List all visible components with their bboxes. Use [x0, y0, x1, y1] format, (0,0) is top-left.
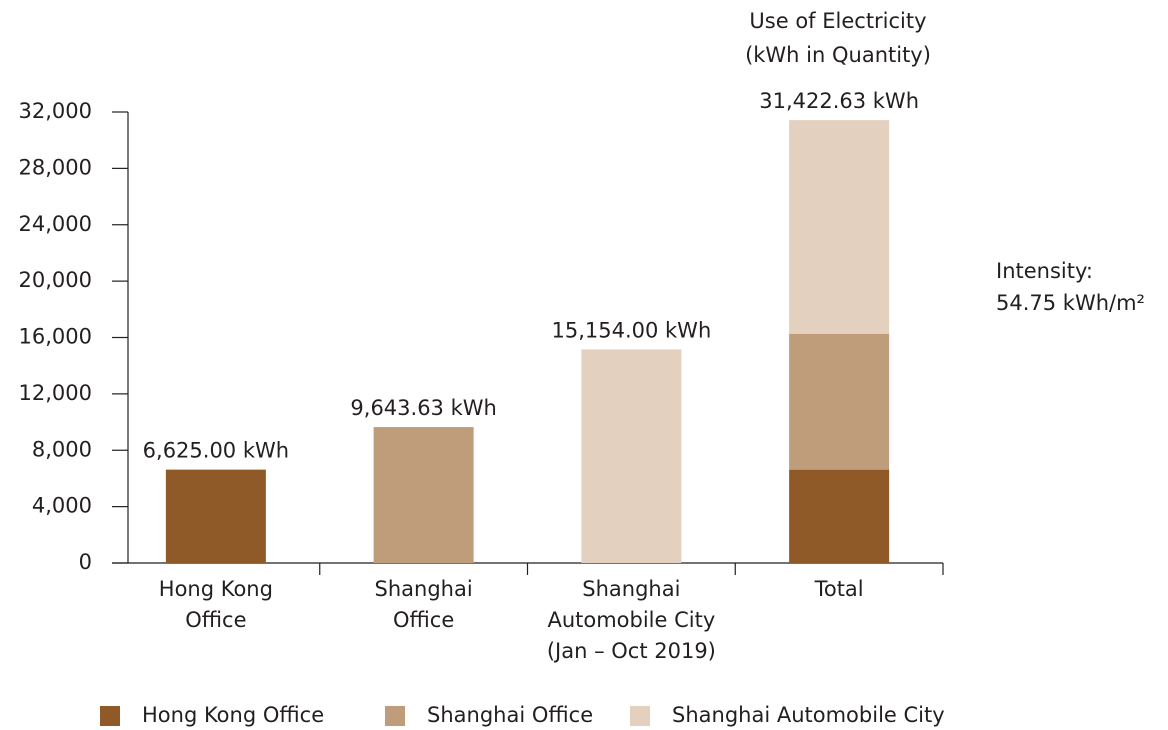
annotation: 54.75 kWh/m²	[996, 291, 1145, 315]
x-tick-label: Hong Kong	[159, 577, 273, 601]
bar-segment	[165, 469, 266, 563]
x-tick-label: Automobile City	[547, 608, 715, 632]
value-label: 31,422.63 kWh	[759, 89, 919, 113]
legend-label: Shanghai Office	[427, 703, 593, 727]
value-label: 6,625.00 kWh	[143, 439, 289, 463]
legend-label: Hong Kong Office	[142, 703, 324, 727]
value-label: 15,154.00 kWh	[551, 318, 711, 342]
bar-segment	[789, 469, 890, 563]
chart-title: (kWh in Quantity)	[745, 43, 931, 67]
y-tick-label: 4,000	[32, 494, 92, 518]
y-tick-label: 28,000	[19, 155, 92, 179]
x-tick-label: Shanghai	[582, 577, 680, 601]
x-tick-label: Total	[814, 577, 864, 601]
bar-segment	[581, 349, 682, 563]
x-tick-label: Shanghai	[375, 577, 473, 601]
y-tick-label: 20,000	[19, 268, 92, 292]
bar-segment	[789, 120, 890, 334]
y-tick-label: 24,000	[19, 212, 92, 236]
annotation: Intensity:	[996, 259, 1093, 283]
y-tick-label: 12,000	[19, 381, 92, 405]
bar-segment	[789, 333, 890, 470]
x-tick-label: Office	[393, 608, 454, 632]
value-label: 9,643.63 kWh	[350, 396, 496, 420]
y-tick-label: 8,000	[32, 437, 92, 461]
y-tick-label: 16,000	[19, 325, 92, 349]
x-tick-label: Office	[185, 608, 246, 632]
chart-title: Use of Electricity	[749, 9, 926, 33]
legend-swatch	[630, 706, 650, 726]
bar-segment	[373, 427, 474, 563]
y-tick-label: 32,000	[19, 99, 92, 123]
legend-label: Shanghai Automobile City	[672, 703, 945, 727]
x-tick-label: (Jan – Oct 2019)	[547, 639, 716, 663]
legend-swatch	[385, 706, 405, 726]
legend-swatch	[100, 706, 120, 726]
y-tick-label: 0	[79, 550, 92, 574]
